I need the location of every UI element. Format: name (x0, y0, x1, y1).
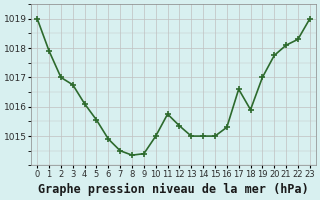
X-axis label: Graphe pression niveau de la mer (hPa): Graphe pression niveau de la mer (hPa) (38, 183, 309, 196)
